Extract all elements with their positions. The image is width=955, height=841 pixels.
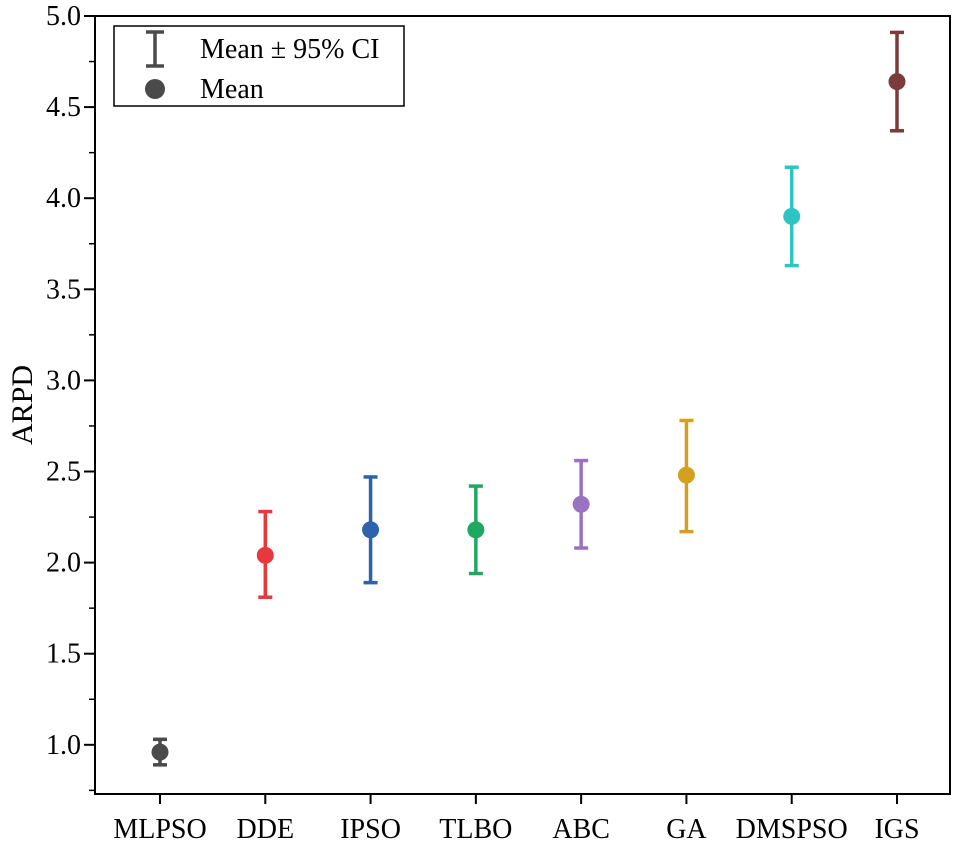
y-tick-label: 1.0 bbox=[46, 730, 81, 761]
mean-point bbox=[151, 743, 169, 761]
y-tick-label: 3.0 bbox=[46, 365, 81, 396]
series-tlbo bbox=[467, 484, 485, 576]
x-tick-label: DDE bbox=[237, 814, 295, 841]
y-tick-label: 2.0 bbox=[46, 548, 81, 579]
y-tick-label: 1.5 bbox=[46, 639, 81, 670]
legend-errorbar-icon bbox=[146, 30, 164, 68]
mean-point bbox=[572, 495, 590, 513]
legend: Mean ± 95% CI Mean bbox=[113, 25, 405, 107]
series-abc bbox=[572, 458, 590, 550]
series-dmspso bbox=[783, 165, 801, 268]
mean-point bbox=[362, 521, 380, 539]
series-dde bbox=[256, 509, 274, 599]
y-major-ticks bbox=[84, 15, 95, 746]
x-tick-label: GA bbox=[666, 814, 707, 841]
y-tick-label: 3.5 bbox=[46, 274, 81, 305]
x-ticks bbox=[159, 794, 898, 804]
x-tick-label: ABC bbox=[552, 814, 610, 841]
y-axis-title: ARPD bbox=[6, 365, 39, 445]
x-tick-labels: MLPSO DDE IPSO TLBO ABC GA DMSPSO IGS bbox=[113, 814, 919, 841]
x-tick-label: DMSPSO bbox=[736, 814, 848, 841]
x-tick-label: MLPSO bbox=[113, 814, 206, 841]
series-ipso bbox=[362, 475, 380, 585]
mean-point bbox=[677, 466, 695, 484]
y-tick-label: 4.5 bbox=[46, 92, 81, 123]
mean-point bbox=[888, 73, 906, 91]
mean-point bbox=[467, 521, 485, 539]
legend-label-ci: Mean ± 95% CI bbox=[200, 34, 379, 65]
x-tick-label: IPSO bbox=[340, 814, 401, 841]
y-tick-label: 5.0 bbox=[46, 1, 81, 32]
series-igs bbox=[888, 30, 906, 133]
y-tick-labels: 1.0 1.5 2.0 2.5 3.0 3.5 4.0 4.5 5.0 bbox=[46, 1, 81, 761]
legend-label-mean: Mean bbox=[200, 74, 264, 105]
legend-circle-icon bbox=[145, 79, 165, 99]
x-tick-label: IGS bbox=[874, 814, 919, 841]
y-tick-label: 4.0 bbox=[46, 183, 81, 214]
plot-frame bbox=[94, 15, 951, 795]
mean-point bbox=[783, 207, 801, 225]
series-group bbox=[151, 30, 906, 767]
series-ga bbox=[677, 418, 695, 534]
mean-point bbox=[256, 546, 274, 564]
series-mlpso bbox=[151, 737, 169, 767]
x-tick-label: TLBO bbox=[439, 814, 512, 841]
y-tick-label: 2.5 bbox=[46, 457, 81, 488]
